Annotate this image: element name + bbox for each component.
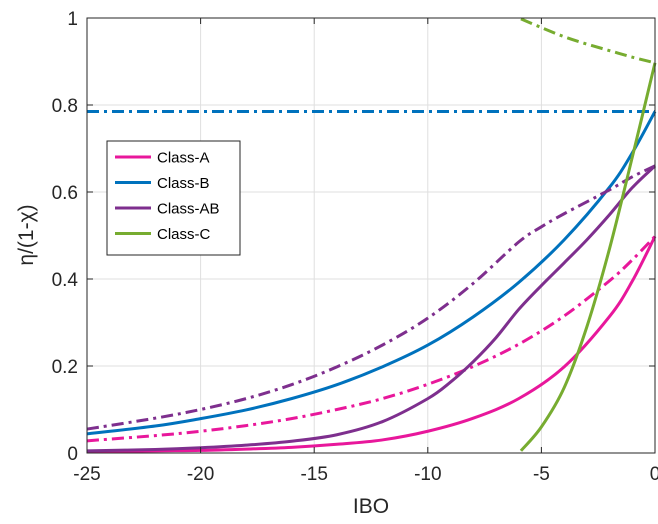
legend-label-class_c: Class-C bbox=[157, 226, 211, 243]
legend-label-class_a: Class-A bbox=[157, 150, 210, 167]
y-tick-label: 0 bbox=[67, 444, 78, 465]
x-tick-label: -15 bbox=[300, 464, 327, 485]
x-tick-label: 0 bbox=[650, 464, 658, 485]
series-line-class_a-dashdot bbox=[86, 235, 657, 443]
y-tick-label: 0.4 bbox=[52, 270, 79, 291]
legend-box bbox=[106, 140, 241, 256]
grid bbox=[87, 18, 655, 453]
y-tick-label: 0.6 bbox=[52, 183, 78, 204]
y-tick-label: 1 bbox=[67, 9, 78, 30]
y-tick-label: 0.2 bbox=[52, 357, 78, 378]
series-line-class_ab-solid bbox=[86, 164, 657, 453]
legend-label-class_b: Class-B bbox=[157, 175, 210, 192]
series-line-class_ab-dashdot bbox=[86, 164, 656, 431]
series-line-class_c-solid bbox=[519, 62, 657, 452]
x-tick-label: -25 bbox=[73, 464, 100, 485]
series-line-class_c-dashdot bbox=[520, 17, 656, 65]
x-tick-label: -5 bbox=[533, 464, 550, 485]
y-axis-label: η/(1-χ) bbox=[15, 204, 38, 265]
x-axis-label: IBO bbox=[353, 495, 389, 518]
x-tick-label: -20 bbox=[187, 464, 214, 485]
legend-label-class_ab: Class-AB bbox=[157, 201, 220, 218]
plot-frame bbox=[86, 17, 656, 454]
ticks: -25 -20 -15 -10 -5 0 0 0.2 0.4 0.6 0.8 1 bbox=[52, 9, 658, 485]
legend: Class-A Class-B Class-AB Class-C bbox=[106, 140, 241, 256]
x-tick-label: -10 bbox=[414, 464, 441, 485]
y-tick-label: 0.8 bbox=[52, 96, 78, 117]
